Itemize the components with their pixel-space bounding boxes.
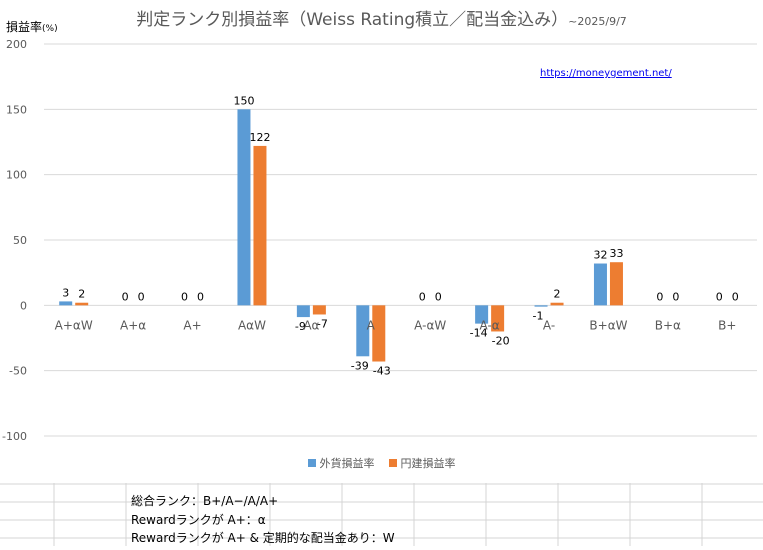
chart-title: 判定ランク別損益率（Weiss Rating積立／配当金込み）~2025/9/7 [0, 5, 763, 30]
x-tick-label: AαW [238, 318, 266, 332]
y-axis-label-text: 損益率 [6, 20, 43, 34]
data-label: -9 [295, 320, 306, 333]
x-tick-label: A+αW [55, 318, 93, 332]
legend-swatch-foreign [307, 459, 316, 467]
y-tick-label: 50 [13, 234, 27, 247]
data-label: 0 [732, 290, 739, 303]
y-axis-label: 損益率(%) [6, 18, 58, 35]
chart-title-date: ~2025/9/7 [568, 15, 627, 28]
y-tick-label: 100 [6, 169, 27, 182]
x-tick-label: A-αW [414, 318, 446, 332]
x-tick-label: B+ [718, 318, 736, 332]
y-tick-label: 150 [6, 103, 27, 116]
data-label: 0 [138, 290, 145, 303]
data-label: 0 [716, 290, 723, 303]
data-label: 32 [593, 249, 607, 262]
note-reward-alpha: Rewardランクが A+：α [131, 513, 266, 527]
bar [75, 302, 89, 306]
note-reward-dividend: Rewardランクが A+ & 定期的な配当金あり：W [131, 531, 395, 545]
data-label: 0 [122, 290, 129, 303]
y-axis-unit: (%) [42, 24, 58, 34]
chart-area: 判定ランク別損益率（Weiss Rating積立／配当金込み）~2025/9/7… [0, 5, 763, 471]
x-tick-label: A+ [183, 318, 201, 332]
legend-label-foreign: 外貨損益率 [319, 457, 375, 470]
data-label: 2 [554, 288, 561, 301]
data-label: 3 [62, 286, 69, 299]
y-tick-label: 200 [6, 38, 27, 51]
data-label: 0 [672, 290, 679, 303]
x-tick-label: A+α [120, 318, 146, 332]
y-tick-label: -50 [9, 365, 27, 378]
chart-title-text: 判定ランク別損益率（Weiss Rating積立／配当金込み） [136, 10, 569, 30]
x-tick-label: B+αW [589, 318, 627, 332]
x-tick-label: A [367, 318, 376, 332]
bar [59, 301, 73, 306]
x-tick-label: A- [543, 318, 555, 332]
legend-label-yen: 円建損益率 [400, 457, 456, 470]
data-label: 0 [181, 290, 188, 303]
data-label: -14 [470, 327, 488, 340]
bar [296, 305, 310, 318]
bar [356, 305, 370, 357]
y-tick-label: -100 [2, 430, 27, 443]
legend: 外貨損益率 円建損益率 [0, 455, 763, 471]
data-label: -39 [351, 359, 369, 372]
bar [372, 305, 386, 362]
data-label: 150 [233, 94, 254, 107]
bar [609, 262, 623, 306]
data-label: 122 [249, 131, 270, 144]
x-tick-label: B+α [655, 318, 681, 332]
sheet-gridlines [0, 483, 763, 546]
data-label: 0 [656, 290, 663, 303]
legend-item-yen: 円建損益率 [388, 455, 456, 471]
spreadsheet-grid: 総合ランク：B+/A−/A/A+ Rewardランクが A+：α Rewardラ… [0, 483, 763, 546]
y-tick-label: 0 [20, 299, 27, 312]
data-label: 0 [197, 290, 204, 303]
data-label: -1 [533, 310, 544, 323]
bar [475, 305, 489, 324]
data-label: -20 [492, 334, 510, 347]
bar [491, 305, 505, 332]
bar [312, 305, 326, 315]
bar [593, 263, 607, 306]
note-overall-rank: 総合ランク：B+/A−/A/A+ [131, 494, 279, 508]
legend-item-foreign: 外貨損益率 [307, 455, 375, 471]
bar [550, 302, 564, 306]
source-url-link[interactable]: https://moneygement.net/ [540, 68, 672, 79]
data-label: 0 [435, 290, 442, 303]
bar [237, 109, 251, 306]
bar [253, 145, 267, 306]
legend-swatch-yen [388, 459, 397, 467]
data-label: 2 [78, 288, 85, 301]
data-label: -7 [317, 317, 328, 330]
data-label: 0 [419, 290, 426, 303]
x-tick-label: A-α [480, 318, 500, 332]
x-tick-label: Aα [303, 318, 319, 332]
bar [534, 305, 548, 307]
data-label: -43 [373, 365, 391, 378]
data-label: 33 [609, 247, 623, 260]
